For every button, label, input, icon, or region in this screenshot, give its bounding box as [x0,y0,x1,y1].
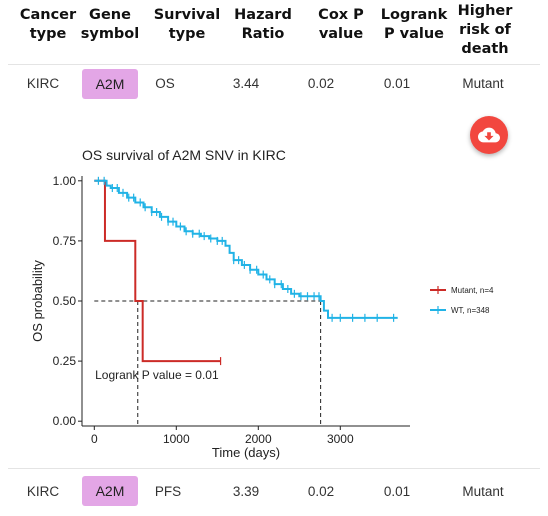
x-tick-label: 3000 [327,432,354,446]
y-tick-label: 0.00 [53,414,77,428]
header-cancer-type: Cancer type [19,7,77,42]
series-line [94,179,221,363]
header-gene-symbol: Gene symbol [80,7,140,42]
gene-symbol-chip[interactable]: A2M [82,476,138,506]
x-tick-label: 2000 [245,432,272,446]
y-tick-label: 0.25 [53,354,77,368]
logrank-p-cell: 0.01 [383,76,411,91]
logrank-annotation: Logrank P value = 0.01 [95,368,219,382]
legend-label: Mutant, n=4 [451,286,494,295]
cancer-type-cell: KIRC [26,76,60,91]
survival-chart: OS survival of A2M SNV in KIRC 0.00 0.25 0.… [30,147,494,460]
cox-p-cell: 0.02 [307,76,335,91]
table-header: Cancer type Gene symbol Survival type Ha… [0,0,548,64]
higher-risk-cell: Mutant [462,76,504,91]
survival-type-cell: PFS [154,484,182,499]
table-row: KIRC A2M OS 3.44 0.02 0.01 Mutant [0,66,548,106]
table-row: KIRC A2M PFS 3.39 0.02 0.01 Mutant [0,472,548,512]
cloud-download-icon [478,127,500,143]
gene-symbol-chip[interactable]: A2M [82,69,138,99]
y-axis-label: OS probability [30,260,45,342]
y-tick-label: 1.00 [53,174,77,188]
header-logrank-p: Logrank P value [380,7,448,42]
download-button[interactable] [470,116,508,154]
legend-label: WT, n=348 [451,306,490,315]
hazard-ratio-cell: 3.44 [232,76,260,91]
divider [8,64,540,65]
x-tick-label: 1000 [163,432,190,446]
cancer-type-cell: KIRC [26,484,60,499]
survival-type-cell: OS [155,76,175,91]
chart-title: OS survival of A2M SNV in KIRC [82,147,286,163]
header-survival-type: Survival type [153,7,221,42]
logrank-p-cell: 0.01 [383,484,411,499]
hazard-ratio-cell: 3.39 [232,484,260,499]
x-tick-label: 0 [91,432,98,446]
divider [8,468,540,469]
y-tick-label: 0.75 [53,234,77,248]
cox-p-cell: 0.02 [307,484,335,499]
x-axis-label: Time (days) [212,445,280,460]
header-higher-risk: Higher risk of death [457,3,513,57]
header-hazard-ratio: Hazard Ratio [234,7,292,42]
y-tick-label: 0.50 [53,294,77,308]
header-cox-p: Cox P value [318,7,364,42]
higher-risk-cell: Mutant [462,484,504,499]
